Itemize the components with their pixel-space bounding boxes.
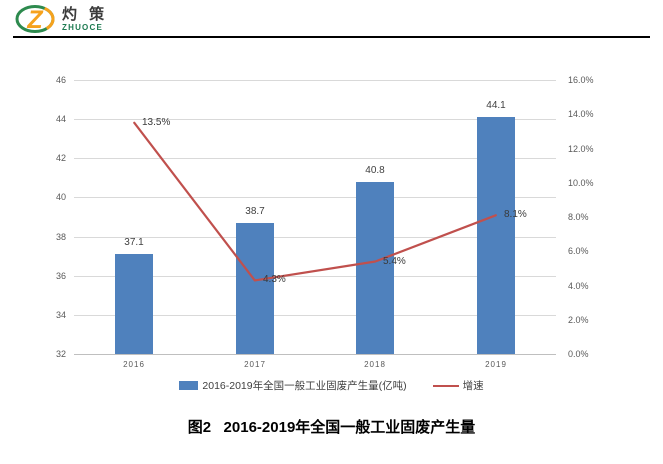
line-point-label: 13.5% [142,117,171,128]
line-series-label: 增速 [462,380,484,392]
y-axis-left-tick-label: 44 [55,114,66,124]
zhuoce-logo-icon: Z [15,5,55,34]
x-axis-label: 2016 [123,360,145,369]
bar-2016 [115,254,153,354]
legend-item-line: 增速 [432,378,484,393]
y-axis-right-tick-label: 0.0% [568,349,589,359]
line-point-label: 4.3% [263,274,286,285]
line-point-label: 8.1% [504,209,527,220]
gridline [74,315,556,316]
y-axis-right-tick-label: 8.0% [568,212,589,222]
logo-name-cn: 灼 策 [62,5,109,23]
bar-2018 [356,182,394,354]
y-axis-left-tick-label: 34 [55,310,66,320]
bar-series-label: 2016-2019年全国一般工业固废产生量(亿吨) [202,380,407,392]
svg-text:Z: Z [26,6,44,34]
legend-item-bars: 2016-2019年全国一般工业固废产生量(亿吨) [179,378,407,393]
line-point-label: 5.4% [383,256,406,267]
y-axis-right-tick-label: 12.0% [568,144,594,154]
bar-value-label: 38.7 [245,206,265,217]
y-axis-right-tick-label: 2.0% [568,315,589,325]
logo-name-en: ZHUOCE [62,22,103,32]
y-axis-right-tick-label: 4.0% [568,281,589,291]
y-axis-left-tick-label: 42 [55,153,66,163]
y-axis-right-tick-label: 16.0% [568,75,594,85]
gridline [74,80,556,81]
chart-legend: 2016-2019年全国一般工业固废产生量(亿吨) 增速 [0,378,663,393]
y-axis-left-tick-label: 32 [55,349,66,359]
x-axis-label: 2019 [485,360,507,369]
bar-2017 [236,223,274,354]
bar-value-label: 37.1 [124,237,144,248]
gridline [74,354,556,355]
y-axis-left-tick-label: 40 [55,192,66,202]
bar-2019 [477,117,515,354]
bar-value-label: 44.1 [486,100,506,111]
logo: Z 灼 策 ZHUOCE [14,2,108,36]
y-axis-left-tick-label: 36 [55,271,66,281]
line-series-swatch-icon [432,384,459,387]
y-axis-left-tick-label: 38 [55,232,66,242]
y-axis-right-tick-label: 10.0% [568,178,594,188]
x-axis-label: 2018 [364,360,386,369]
x-axis-label: 2017 [244,360,266,369]
bar-value-label: 40.8 [365,165,385,176]
gridline [74,119,556,120]
y-axis-right-tick-label: 6.0% [568,246,589,256]
y-axis-left-tick-label: 46 [55,75,66,85]
y-axis-right-tick-label: 14.0% [568,109,594,119]
figure-caption: 图2 2016-2019年全国一般工业固废产生量 [187,419,476,436]
header-divider [13,36,650,38]
bar-series-swatch-icon [179,381,199,390]
